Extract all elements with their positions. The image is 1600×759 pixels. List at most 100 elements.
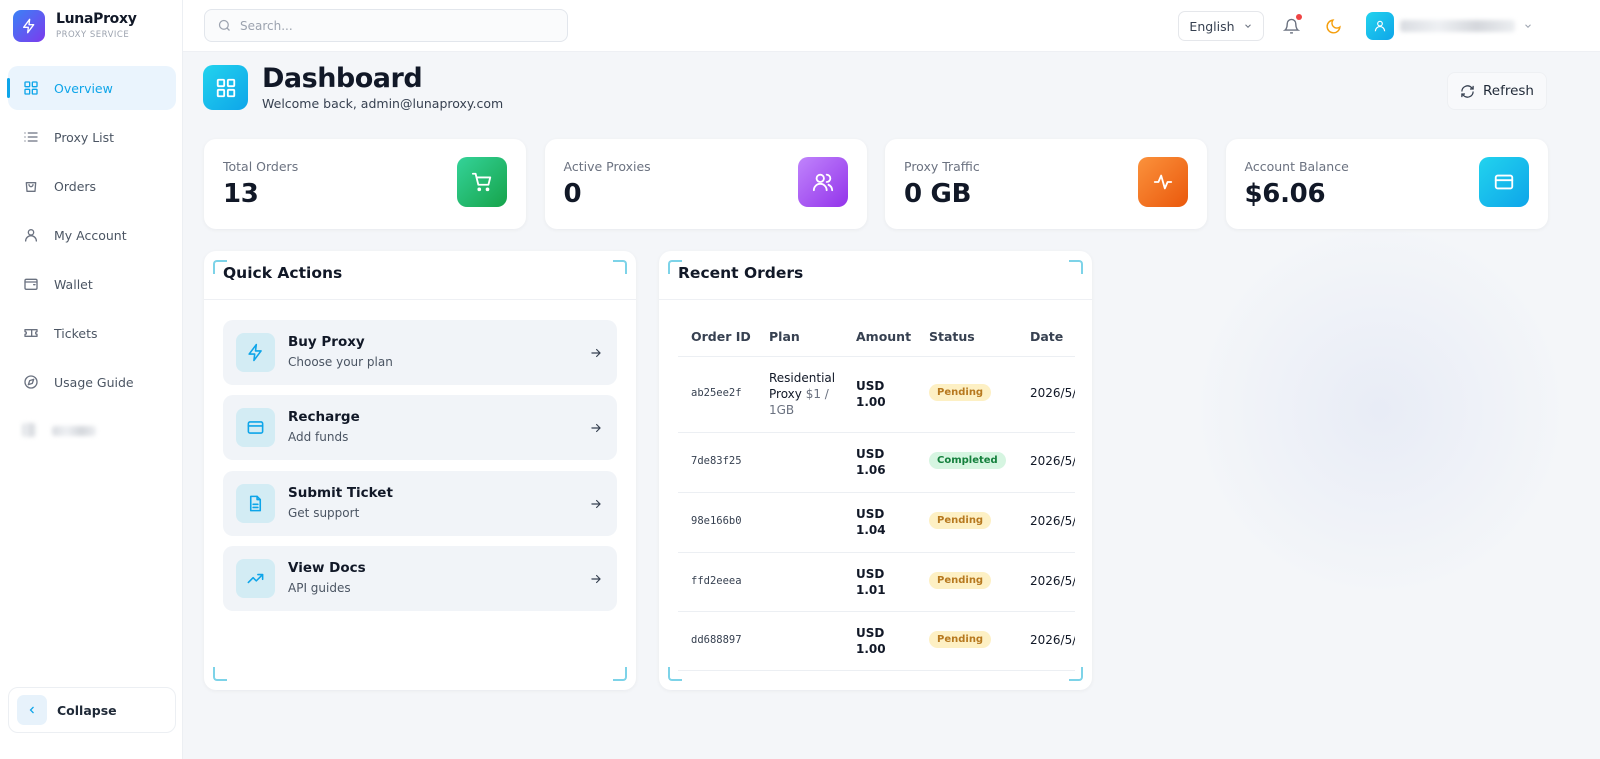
notifications[interactable] — [1277, 12, 1305, 40]
action-title: Submit Ticket — [288, 484, 393, 501]
action-description: API guides — [288, 580, 351, 595]
search-placeholder: Search... — [240, 18, 293, 33]
stat-icon — [1478, 157, 1529, 207]
search-box[interactable]: Search... — [204, 9, 568, 42]
background-glow — [1180, 230, 1580, 590]
collapse-button[interactable]: Collapse — [8, 687, 176, 733]
amount: USD 1.00 — [856, 625, 886, 656]
refresh-button[interactable]: Refresh — [1447, 72, 1547, 110]
row-divider — [678, 356, 1075, 357]
sidebar: LunaProxy PROXY SERVICE Collapse Overvie… — [0, 0, 183, 759]
stat-value: $6.06 — [1244, 179, 1326, 209]
stat-label: Account Balance — [1244, 159, 1349, 174]
action-icon — [236, 408, 275, 448]
nav-label: Orders — [54, 178, 97, 194]
action-arrow — [589, 496, 603, 515]
order-id: 98e166b0 — [691, 515, 742, 527]
user-menu-caret[interactable] — [1523, 21, 1533, 31]
action-arrow — [589, 345, 603, 364]
panel-title: Quick Actions — [223, 264, 343, 282]
amount: USD 1.06 — [856, 447, 886, 477]
amount: USD 1.00 — [856, 379, 886, 409]
nav-item[interactable]: Tickets — [8, 311, 176, 355]
row-divider — [678, 552, 1075, 553]
dashboard-icon — [203, 65, 248, 110]
action-title: Recharge — [288, 409, 360, 426]
status-badge: Pending — [929, 512, 992, 529]
stat-value: 0 — [563, 179, 582, 209]
nav-label: Wallet — [54, 276, 93, 292]
action-icon — [236, 333, 275, 372]
row-divider — [678, 670, 1075, 671]
stat-value: 0 GB — [904, 179, 972, 209]
column-header: Status — [929, 329, 975, 344]
column-header: Date — [1030, 329, 1064, 344]
row-divider — [678, 492, 1075, 493]
stat-icon — [1138, 157, 1188, 207]
amount: USD 1.01 — [856, 566, 886, 597]
action-title: Buy Proxy — [288, 334, 365, 350]
page-title: Dashboard — [262, 63, 423, 94]
action-item[interactable]: View Docs API guides — [223, 545, 617, 611]
nav-item[interactable]: Wallet — [8, 262, 176, 306]
nav-label: My Account — [54, 227, 127, 243]
panel-title: Recent Orders — [678, 264, 804, 282]
nav-item[interactable]: Usage Guide — [8, 360, 176, 404]
recent-orders-panel: Recent Orders Order ID Plan Amount Status Da… — [659, 251, 1092, 690]
language-select[interactable]: English — [1178, 11, 1264, 41]
action-icon — [236, 483, 275, 523]
divider — [659, 299, 1092, 300]
stat-label: Proxy Traffic — [904, 159, 980, 174]
status-badge: Pending — [929, 571, 992, 589]
status-badge: Completed — [929, 452, 1006, 469]
action-item[interactable]: Recharge Add funds — [223, 395, 617, 461]
logo[interactable] — [13, 10, 45, 42]
action-description: Get support — [288, 505, 360, 520]
column-header: Plan — [769, 329, 800, 344]
nav-label: Usage Guide — [54, 374, 134, 390]
quick-actions-panel: Quick Actions Buy Proxy Choose your plan R… — [204, 251, 636, 690]
row-divider — [678, 611, 1075, 612]
nav-item[interactable]: My Account — [8, 213, 176, 257]
action-item[interactable]: Submit Ticket Get support — [223, 470, 617, 536]
stat-card: Account Balance $6.06 — [1225, 139, 1548, 229]
nav-label: Proxy List — [54, 129, 115, 145]
avatar[interactable] — [1366, 12, 1394, 40]
action-item[interactable]: Buy Proxy Choose your plan — [223, 320, 617, 385]
plan-name: Residential Proxy — [769, 371, 836, 401]
amount: USD 1.04 — [856, 507, 886, 537]
divider — [204, 299, 636, 300]
action-description: Add funds — [288, 430, 349, 445]
nav-label: Overview — [54, 80, 113, 96]
stat-icon — [797, 157, 848, 207]
blurred-username — [1400, 20, 1515, 32]
theme-toggle[interactable] — [1319, 12, 1347, 40]
orders-table: Order ID Plan Amount Status Date ab25ee2f Resi… — [659, 251, 1075, 690]
date: 2026/5/ — [1030, 514, 1075, 528]
stat-card: Proxy Traffic 0 GB — [885, 139, 1207, 229]
action-description: Choose your plan — [288, 355, 393, 369]
nav-item[interactable]: Orders — [8, 164, 176, 208]
column-header: Amount — [856, 329, 912, 344]
stat-card: Total Orders 13 — [204, 139, 526, 229]
refresh-label: Refresh — [1483, 83, 1534, 99]
nav-item[interactable]: Proxy List — [8, 115, 176, 159]
blurred-nav-item — [52, 426, 96, 436]
stat-value: 13 — [223, 179, 259, 209]
stat-label: Active Proxies — [563, 159, 651, 174]
order-id: 7de83f25 — [691, 455, 742, 467]
stat-label: Total Orders — [223, 159, 299, 174]
date: 2026/5/ — [1030, 454, 1075, 468]
action-arrow — [589, 571, 603, 590]
action-arrow — [589, 420, 603, 439]
language-label: English — [1189, 18, 1235, 34]
date: 2026/5/ — [1030, 632, 1075, 647]
plan-cell: Residential Proxy $1 / 1GB — [769, 370, 839, 418]
column-header: Order ID — [691, 329, 751, 344]
date: 2026/5/ — [1030, 386, 1075, 400]
plan-price: $1 / 1GB — [769, 387, 829, 417]
nav-item[interactable]: Overview — [7, 66, 176, 110]
blurred-icon — [22, 423, 36, 437]
order-id: ffd2eeea — [691, 574, 742, 587]
status-badge: Pending — [929, 630, 992, 648]
